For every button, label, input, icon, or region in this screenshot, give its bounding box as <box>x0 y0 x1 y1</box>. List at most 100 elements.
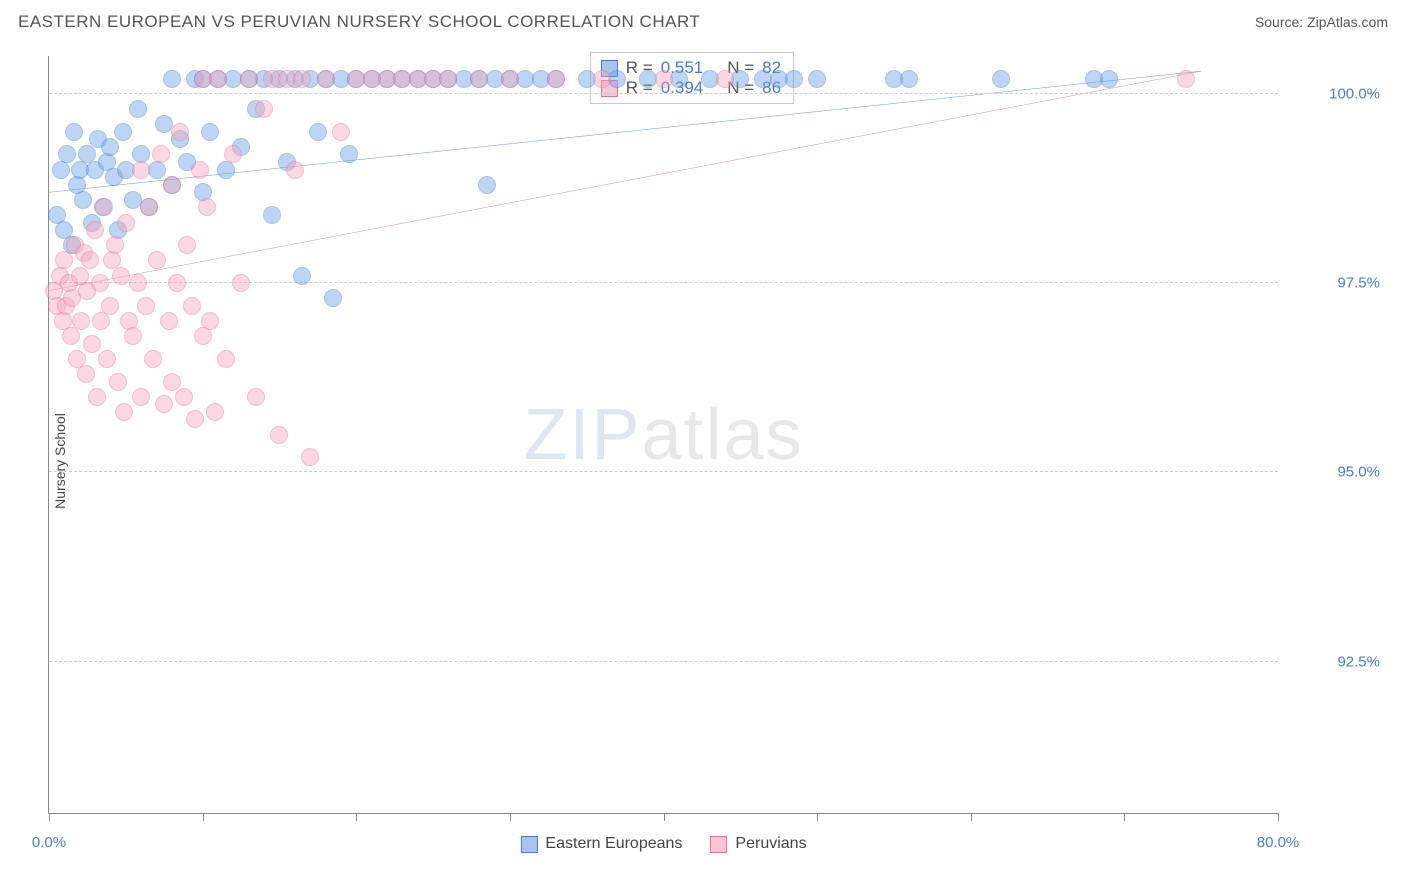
data-point <box>183 297 201 315</box>
source-value: ZipAtlas.com <box>1307 14 1388 30</box>
data-point <box>547 70 565 88</box>
data-point <box>340 145 358 163</box>
chart-source: Source: ZipAtlas.com <box>1255 14 1388 30</box>
series-legend: Eastern Europeans Peruvians <box>520 835 806 853</box>
data-point <box>608 70 626 88</box>
data-point <box>593 70 611 88</box>
x-tick <box>510 813 511 821</box>
legend-item: Peruvians <box>710 835 806 853</box>
data-point <box>785 70 803 88</box>
data-point <box>232 274 250 292</box>
x-tick <box>49 813 50 821</box>
data-point <box>132 161 150 179</box>
data-point <box>198 198 216 216</box>
data-point <box>309 123 327 141</box>
data-point <box>163 70 181 88</box>
data-point <box>91 274 109 292</box>
gridline <box>49 93 1278 94</box>
data-point <box>324 289 342 307</box>
legend-swatch <box>710 836 727 853</box>
data-point <box>101 138 119 156</box>
data-point <box>65 123 83 141</box>
data-point <box>900 70 918 88</box>
data-point <box>86 221 104 239</box>
data-point <box>140 198 158 216</box>
data-point <box>98 350 116 368</box>
data-point <box>124 327 142 345</box>
legend-item: Eastern Europeans <box>520 835 682 853</box>
data-point <box>83 335 101 353</box>
source-label: Source: <box>1255 14 1307 30</box>
data-point <box>144 350 162 368</box>
data-point <box>501 70 519 88</box>
data-point <box>332 123 350 141</box>
data-point <box>201 123 219 141</box>
data-point <box>209 70 227 88</box>
data-point <box>186 410 204 428</box>
data-point <box>191 161 209 179</box>
x-tick <box>971 813 972 821</box>
plot-area: ZIPatlas R = 0.551N = 82R = 0.394N = 86 … <box>48 56 1278 814</box>
data-point <box>112 267 130 285</box>
legend-label: Peruvians <box>735 835 806 853</box>
data-point <box>109 373 127 391</box>
data-point <box>293 70 311 88</box>
data-point <box>152 145 170 163</box>
watermark-atlas: atlas <box>641 395 803 475</box>
data-point <box>115 403 133 421</box>
data-point <box>317 70 335 88</box>
y-tick-label: 95.0% <box>1290 464 1380 481</box>
data-point <box>114 123 132 141</box>
legend-swatch <box>520 836 537 853</box>
data-point <box>62 327 80 345</box>
data-point <box>132 388 150 406</box>
watermark: ZIPatlas <box>523 394 803 476</box>
x-tick <box>1124 813 1125 821</box>
data-point <box>74 191 92 209</box>
data-point <box>255 100 273 118</box>
x-tick <box>817 813 818 821</box>
data-point <box>106 236 124 254</box>
data-point <box>670 70 688 88</box>
gridline <box>49 471 1278 472</box>
x-tick <box>664 813 665 821</box>
data-point <box>808 70 826 88</box>
data-point <box>478 176 496 194</box>
data-point <box>206 403 224 421</box>
data-point <box>240 70 258 88</box>
data-point <box>470 70 488 88</box>
data-point <box>155 395 173 413</box>
data-point <box>301 448 319 466</box>
data-point <box>160 312 178 330</box>
data-point <box>270 426 288 444</box>
data-point <box>1177 70 1195 88</box>
watermark-zip: ZIP <box>523 395 641 475</box>
data-point <box>992 70 1010 88</box>
chart-header: EASTERN EUROPEAN VS PERUVIAN NURSERY SCH… <box>0 0 1406 40</box>
legend-label: Eastern Europeans <box>545 835 682 853</box>
trend-line <box>49 71 1201 291</box>
data-point <box>163 176 181 194</box>
data-point <box>217 350 235 368</box>
data-point <box>92 312 110 330</box>
data-point <box>716 70 734 88</box>
data-point <box>224 145 242 163</box>
data-point <box>81 251 99 269</box>
data-point <box>148 251 166 269</box>
data-point <box>72 312 90 330</box>
data-point <box>77 365 95 383</box>
data-point <box>263 206 281 224</box>
data-point <box>439 70 457 88</box>
data-point <box>247 388 265 406</box>
data-point <box>293 267 311 285</box>
data-point <box>731 70 749 88</box>
data-point <box>129 274 147 292</box>
x-tick <box>1278 813 1279 821</box>
chart-title: EASTERN EUROPEAN VS PERUVIAN NURSERY SCH… <box>18 12 700 32</box>
x-tick-label: 0.0% <box>32 834 66 851</box>
data-point <box>55 251 73 269</box>
gridline <box>49 661 1278 662</box>
data-point <box>95 198 113 216</box>
data-point <box>175 388 193 406</box>
data-point <box>129 100 147 118</box>
